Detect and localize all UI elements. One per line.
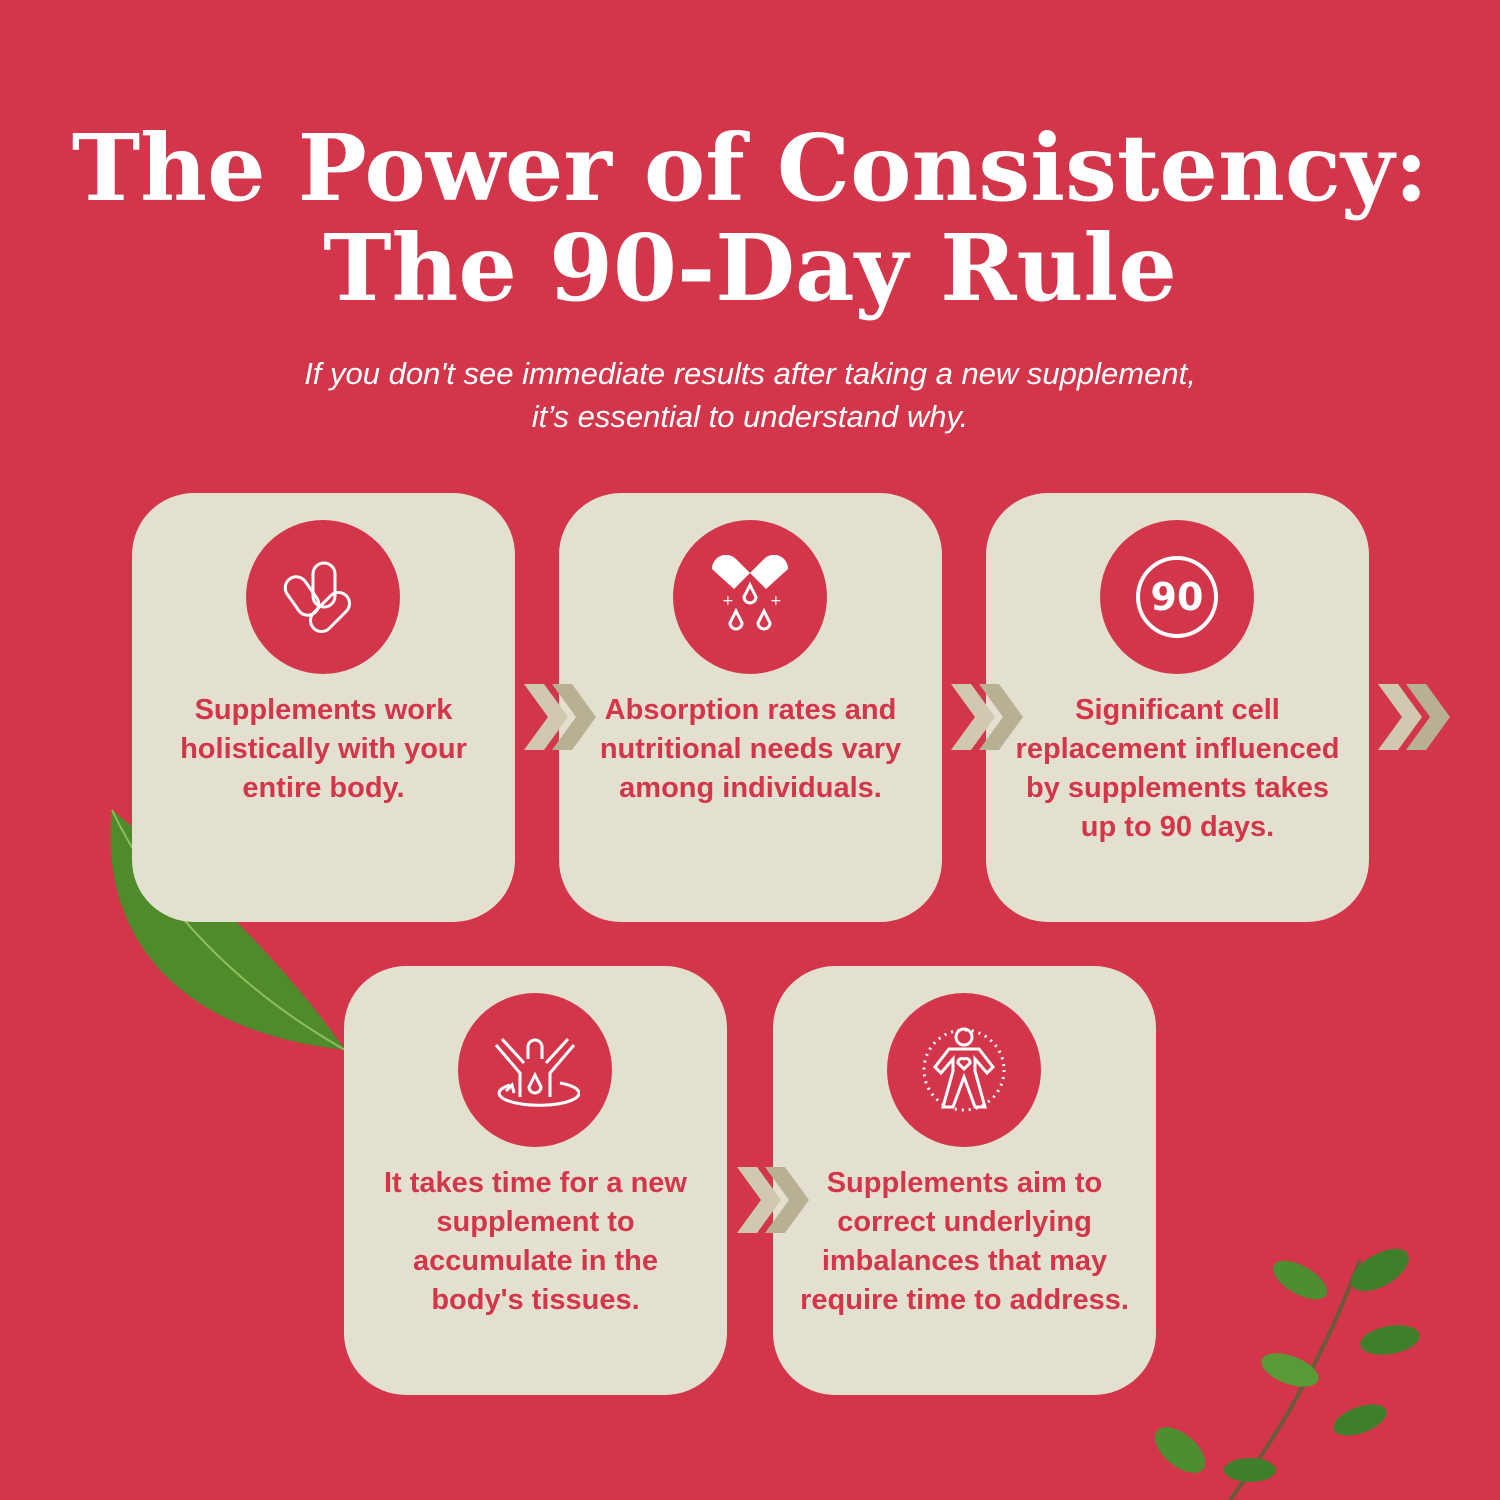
step-text: Significant cell replacement influenced … bbox=[1015, 694, 1340, 843]
step-card-4: It takes time for a new supplement to ac… bbox=[344, 966, 727, 1395]
plant-branch-decoration bbox=[1154, 1248, 1420, 1500]
step-card-3: 90 Significant cell replacement influenc… bbox=[986, 493, 1369, 922]
body-absorption-icon bbox=[458, 993, 612, 1147]
capsule-drops-icon: + + bbox=[673, 520, 827, 674]
chevron-arrow-icon bbox=[516, 682, 596, 752]
step-text: Supplements aim to correct underlying im… bbox=[800, 1167, 1129, 1316]
pills-icon bbox=[246, 520, 400, 674]
subtitle-line1: If you don't see immediate results after… bbox=[304, 356, 1196, 391]
step-text: It takes time for a new supplement to ac… bbox=[384, 1167, 687, 1316]
chevron-arrow-icon bbox=[727, 1165, 809, 1235]
svg-text:+: + bbox=[770, 593, 782, 609]
chevron-arrow-icon bbox=[943, 682, 1023, 752]
page-title-line2: The 90-Day Rule bbox=[323, 214, 1177, 322]
ninety-badge-text: 90 bbox=[1136, 556, 1218, 638]
step-text: Supplements work holistically with your … bbox=[180, 694, 467, 804]
chevron-arrow-icon bbox=[1378, 684, 1450, 750]
page-title-line1: The Power of Consistency: bbox=[71, 114, 1429, 222]
step-card-2: + + Absorption rates and nutritional need… bbox=[559, 493, 942, 922]
ninety-badge-icon: 90 bbox=[1100, 520, 1254, 674]
subtitle-line2: it’s essential to understand why. bbox=[531, 399, 969, 434]
subtitle: If you don't see immediate results after… bbox=[0, 352, 1500, 438]
svg-text:+: + bbox=[722, 593, 734, 609]
step-text: Absorption rates and nutritional needs v… bbox=[599, 694, 902, 804]
step-card-5: Supplements aim to correct underlying im… bbox=[773, 966, 1156, 1395]
step-card-1: Supplements work holistically with your … bbox=[132, 493, 515, 922]
body-heart-icon bbox=[887, 993, 1041, 1147]
